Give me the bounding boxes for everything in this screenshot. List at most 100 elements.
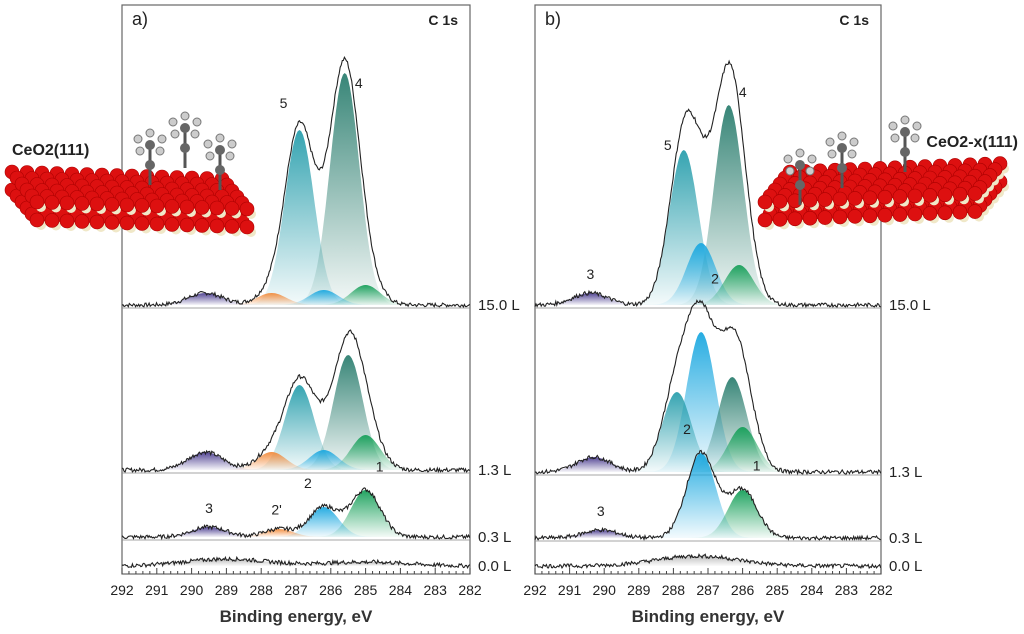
surface-label-a: CeO2(111) (12, 142, 89, 159)
component-peak-5 (122, 385, 470, 470)
c-atom (900, 147, 910, 157)
o-atom (164, 217, 180, 232)
h-atom (847, 149, 857, 159)
h-atom (807, 154, 817, 164)
x-tick-label: 282 (458, 582, 482, 598)
o-atom (802, 192, 818, 208)
exposure-label: 0.0 L (889, 558, 922, 575)
ceo2x-slab-illustration (757, 156, 1009, 230)
h-atom (225, 151, 235, 161)
component-peak-3 (535, 293, 881, 305)
peak-label: 2 (683, 421, 691, 437)
peak-label: 5 (664, 137, 672, 153)
o-atom (59, 213, 75, 229)
exposure-label: 15.0 L (889, 297, 931, 314)
h-atom (170, 129, 180, 139)
c-atom (795, 160, 805, 170)
h-atom (827, 149, 837, 159)
x-tick-label: 286 (319, 582, 343, 598)
o-atom (44, 195, 60, 210)
panel-label: a) (132, 9, 148, 29)
c-atom (900, 127, 910, 137)
exposure-label: 0.3 L (478, 529, 511, 546)
o-atom (877, 207, 893, 223)
o-atom (194, 218, 210, 233)
o-atom (104, 215, 120, 230)
peak-label: 1 (376, 458, 384, 474)
tert-butyl-molecule (133, 128, 167, 185)
o-atom (89, 196, 105, 212)
x-tick-label: 284 (800, 582, 824, 598)
component-peak-4 (535, 377, 881, 472)
o-atom (44, 213, 60, 228)
c-atom (180, 123, 190, 133)
peak-label: 2 (304, 475, 312, 491)
peak-label: 2 (711, 271, 719, 287)
peak-label: 4 (355, 75, 363, 91)
c-atom (145, 140, 155, 150)
o-atom (59, 195, 75, 211)
o-atom (952, 186, 968, 202)
o-atom (209, 218, 225, 234)
o-atom (29, 194, 45, 210)
panel-label: b) (545, 9, 561, 29)
component-peak-2 (535, 332, 881, 472)
x-tick-label: 292 (110, 582, 134, 598)
o-atom (967, 204, 983, 219)
o-atom (757, 212, 773, 228)
peak-label: 3 (205, 500, 213, 516)
h-atom (825, 137, 835, 147)
component-peak-1 (122, 285, 470, 305)
peak-label: 3 (597, 503, 605, 519)
o-atom (832, 191, 848, 207)
o-atom (937, 187, 953, 203)
component-peak-1 (122, 490, 470, 537)
o-atom (209, 200, 225, 216)
peak-label: 4 (739, 84, 747, 100)
envelope-line (121, 56, 471, 309)
tert-butyl-molecule (203, 133, 237, 190)
h-atom (849, 137, 859, 147)
o-atom (817, 210, 833, 225)
spectrum-03L: 0.3 L 3 2 1 (534, 421, 922, 547)
component-peak-2 (535, 453, 881, 538)
o-atom (787, 211, 803, 227)
tert-butyl-molecule (168, 111, 202, 168)
envelope-line (121, 329, 471, 474)
h-atom (180, 111, 190, 121)
h-atom (192, 117, 202, 127)
o-atom (772, 194, 788, 209)
o-atom (772, 212, 788, 227)
o-atom (134, 216, 150, 231)
x-tick-label: 285 (354, 582, 378, 598)
o-atom (847, 209, 863, 224)
o-atom (194, 200, 210, 215)
x-tick-label: 291 (145, 582, 169, 598)
h-atom (190, 129, 200, 139)
o-atom (179, 217, 195, 233)
component-peak-2' (122, 293, 470, 305)
spectrum-title: C 1s (839, 12, 869, 28)
o-atom (239, 219, 255, 235)
c-atom (215, 165, 225, 175)
spectrum-13L: 1.3 L 2 (535, 271, 922, 481)
o-atom (149, 198, 165, 214)
o-atom (119, 215, 135, 231)
h-atom (205, 151, 215, 161)
c-atom (837, 143, 847, 153)
h-atom (145, 128, 155, 138)
component-peak-3 (122, 452, 470, 470)
spectrum-13L: 1.3 L (121, 307, 511, 479)
o-atom (832, 209, 848, 225)
component-peak-5 (122, 130, 470, 305)
component-peak-3 (535, 530, 881, 538)
o-atom (239, 201, 255, 217)
surface-label-b: CeO2-x(111) (926, 134, 1018, 151)
x-tick-label: 289 (215, 582, 239, 598)
peak-label: 2' (271, 502, 281, 518)
x-tick-label: 288 (250, 582, 274, 598)
c-atom (215, 145, 225, 155)
c-atom (180, 143, 190, 153)
o-atom (29, 212, 45, 228)
envelope-line (535, 299, 882, 476)
